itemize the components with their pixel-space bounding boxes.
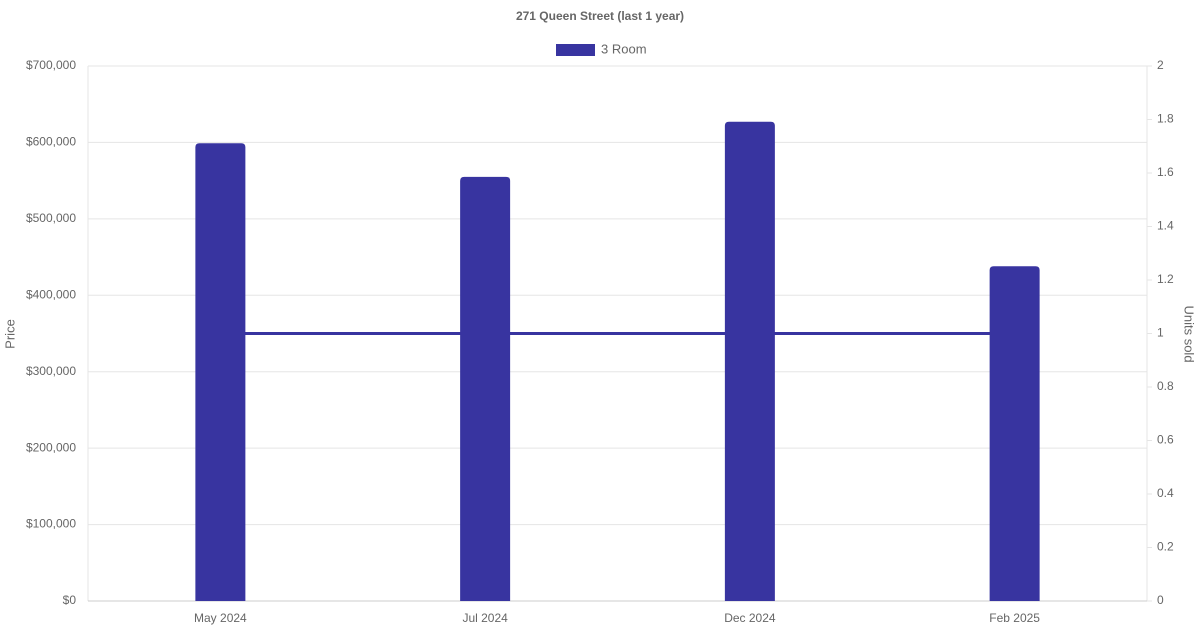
y2-tick-label: 0.6 [1157, 433, 1174, 447]
y2-tick-label: 0.8 [1157, 379, 1174, 393]
y2-tick-label: 1 [1157, 326, 1164, 340]
y2-tick-label: 0 [1157, 593, 1164, 607]
y2-axis-title: Units sold [1182, 305, 1197, 362]
y-tick-label: $100,000 [26, 517, 76, 531]
y-axis-title: Price [2, 319, 17, 349]
x-tick-label: Dec 2024 [724, 611, 776, 625]
y-tick-label: $400,000 [26, 287, 76, 301]
y2-tick-label: 0.4 [1157, 486, 1174, 500]
y-tick-label: $0 [63, 593, 77, 607]
bar [724, 121, 775, 602]
y-tick-label: $300,000 [26, 364, 76, 378]
chart-title: 271 Queen Street (last 1 year) [516, 9, 684, 23]
y2-tick-label: 1.8 [1157, 112, 1174, 126]
y2-tick-label: 1.2 [1157, 272, 1174, 286]
y-tick-label: $700,000 [26, 58, 76, 72]
x-tick-label: Jul 2024 [462, 611, 508, 625]
y-tick-label: $600,000 [26, 135, 76, 149]
bar [989, 266, 1040, 601]
y2-tick-label: 1.4 [1157, 219, 1174, 233]
x-tick-label: Feb 2025 [989, 611, 1040, 625]
y-tick-label: $500,000 [26, 211, 76, 225]
legend-label: 3 Room [601, 41, 647, 56]
y2-tick-label: 2 [1157, 58, 1164, 72]
y2-tick-label: 1.6 [1157, 165, 1174, 179]
legend-swatch [556, 44, 595, 56]
bar [460, 176, 511, 602]
y2-tick-label: 0.2 [1157, 540, 1174, 554]
y-tick-label: $200,000 [26, 440, 76, 454]
bar [195, 143, 246, 601]
x-tick-label: May 2024 [194, 611, 247, 625]
